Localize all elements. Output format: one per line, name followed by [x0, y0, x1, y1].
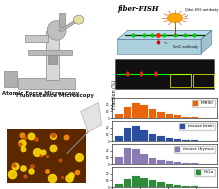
Bar: [191, 140, 198, 141]
Bar: [174, 162, 182, 164]
Legend: IMR90: IMR90: [192, 100, 215, 107]
Bar: [140, 130, 148, 141]
Text: Atomic Force Microscopy: Atomic Force Microscopy: [2, 91, 79, 96]
Legend: HeLa: HeLa: [194, 169, 215, 176]
Ellipse shape: [155, 71, 158, 77]
Ellipse shape: [73, 15, 84, 24]
Bar: [149, 158, 156, 164]
Bar: [115, 157, 123, 164]
Legend: mouse brain: mouse brain: [179, 123, 215, 130]
Bar: [115, 184, 123, 187]
Bar: [157, 182, 165, 187]
Bar: [182, 140, 190, 141]
Bar: [115, 59, 214, 89]
Text: Qdot 655 antibody: Qdot 655 antibody: [185, 8, 219, 17]
Bar: [182, 117, 190, 118]
Bar: [191, 117, 198, 118]
Bar: [115, 114, 123, 118]
Bar: [166, 114, 173, 118]
Bar: [140, 105, 148, 118]
Bar: [48, 55, 57, 64]
Ellipse shape: [140, 71, 143, 77]
Bar: [4, 71, 17, 87]
Bar: [157, 160, 165, 164]
Bar: [124, 148, 131, 164]
Bar: [149, 134, 156, 141]
Bar: [149, 180, 156, 187]
Bar: [59, 13, 65, 27]
Bar: [157, 136, 165, 141]
Polygon shape: [201, 30, 212, 53]
Bar: [140, 154, 148, 164]
Bar: [115, 136, 123, 141]
Bar: [174, 185, 182, 187]
Bar: [191, 186, 198, 187]
Bar: [193, 74, 214, 87]
Polygon shape: [81, 102, 102, 132]
Bar: [170, 74, 191, 87]
Polygon shape: [59, 20, 78, 32]
Text: fiber-FISH: fiber-FISH: [117, 5, 159, 12]
Bar: [140, 178, 148, 187]
Text: 5mC antibody: 5mC antibody: [164, 43, 198, 49]
Bar: [174, 115, 182, 118]
Bar: [28, 50, 72, 55]
Bar: [166, 161, 173, 164]
Bar: [46, 31, 59, 80]
Bar: [132, 103, 140, 118]
Ellipse shape: [168, 13, 182, 22]
Ellipse shape: [47, 21, 66, 40]
Bar: [149, 109, 156, 118]
Bar: [132, 126, 140, 141]
Text: Fraction (%): Fraction (%): [112, 80, 117, 109]
Polygon shape: [117, 30, 212, 39]
Bar: [166, 184, 173, 187]
Polygon shape: [117, 39, 201, 53]
Bar: [191, 163, 198, 164]
Bar: [124, 107, 131, 118]
Bar: [182, 186, 190, 187]
Bar: [7, 129, 86, 183]
Bar: [132, 177, 140, 187]
Bar: [124, 128, 131, 141]
Bar: [132, 149, 140, 164]
Text: Fluorescence Microscopy: Fluorescence Microscopy: [16, 93, 94, 98]
Bar: [25, 35, 48, 42]
Bar: [174, 139, 182, 141]
Bar: [157, 112, 165, 118]
Bar: [166, 138, 173, 141]
Bar: [182, 163, 190, 164]
Bar: [18, 78, 76, 89]
Ellipse shape: [126, 71, 129, 77]
Legend: mouse thymus: mouse thymus: [174, 146, 215, 153]
Bar: [124, 179, 131, 187]
